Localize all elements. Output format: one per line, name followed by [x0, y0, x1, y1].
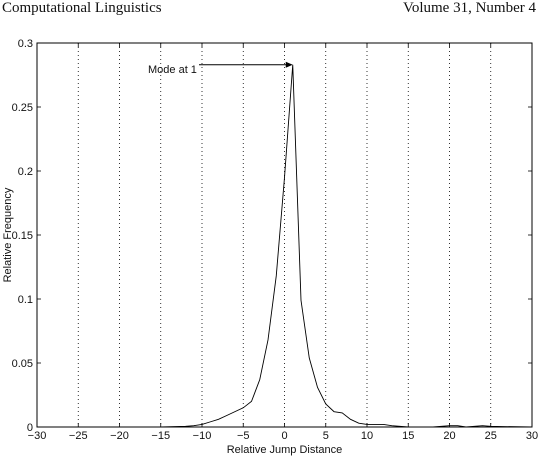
x-tick-label: −30 [28, 430, 47, 442]
mode-annotation: Mode at 1 [148, 61, 293, 76]
x-axis-ticks: −30 −25 −20 −15 −10 −5 0 5 10 15 20 25 30 [28, 43, 538, 442]
x-tick-label: 25 [485, 430, 497, 442]
x-tick-label: −15 [151, 430, 170, 442]
grid-lines [77, 43, 492, 427]
y-tick-label: 0.3 [18, 38, 33, 50]
x-tick-label: −25 [69, 430, 88, 442]
x-tick-label: 10 [361, 430, 373, 442]
x-tick-label: 0 [281, 430, 287, 442]
x-tick-label: −20 [110, 430, 129, 442]
x-tick-label: 15 [402, 430, 414, 442]
y-tick-label: 0.25 [12, 102, 33, 114]
x-tick-label: 30 [526, 430, 538, 442]
y-tick-label: 0.15 [12, 230, 33, 242]
annotation-label: Mode at 1 [148, 64, 197, 76]
running-header-volume: Volume 31, Number 4 [402, 0, 536, 16]
x-tick-label: −10 [193, 430, 212, 442]
x-tick-label: 5 [323, 430, 329, 442]
series-line [37, 64, 533, 428]
x-tick-label: 20 [443, 430, 455, 442]
y-tick-label: 0.2 [18, 166, 33, 178]
annotation-arrowhead [285, 61, 293, 68]
y-tick-label: 0.1 [18, 294, 33, 306]
y-axis-label: Relative Frequency [2, 187, 14, 282]
y-tick-label: 0.05 [12, 358, 33, 370]
x-tick-label: −5 [237, 430, 250, 442]
y-tick-label: 0 [27, 422, 33, 434]
y-axis-ticks: 0 0.05 0.1 0.15 0.2 0.25 0.3 [12, 38, 532, 434]
running-header-journal: Computational Linguistics [2, 0, 162, 16]
x-axis-label: Relative Jump Distance [227, 444, 343, 456]
